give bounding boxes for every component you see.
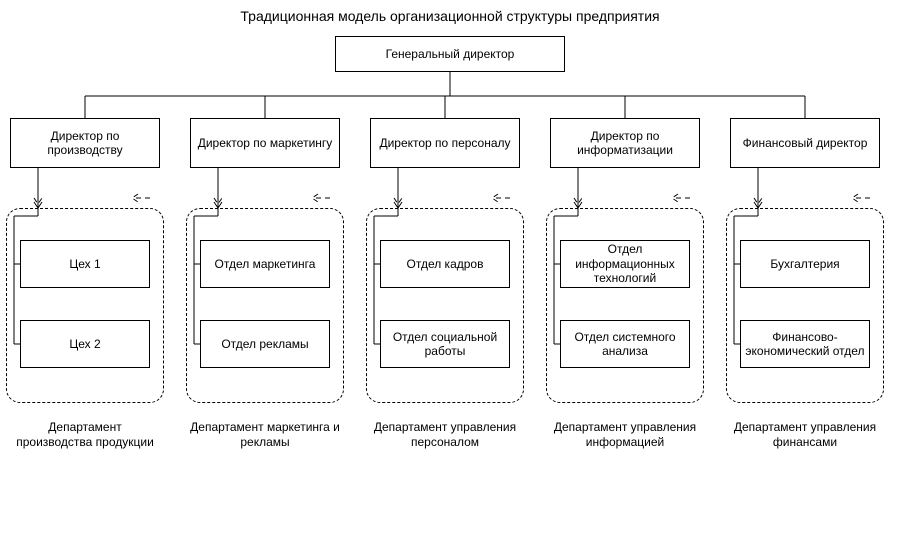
node-unit-1: Цех 2 <box>20 320 150 368</box>
dept-label-0: Департамент производства продукции <box>10 420 160 450</box>
node-director-4: Финансовый директор <box>730 118 880 168</box>
node-root: Генеральный директор <box>335 36 565 72</box>
node-unit-4: Отдел кадров <box>380 240 510 288</box>
node-unit-3: Отдел рекламы <box>200 320 330 368</box>
node-unit-5: Отдел социальной работы <box>380 320 510 368</box>
dept-group-3 <box>546 208 704 403</box>
node-director-0: Директор по производству <box>10 118 160 168</box>
chart-title: Традиционная модель организационной стру… <box>180 8 720 24</box>
dept-group-0 <box>6 208 164 403</box>
dept-group-2 <box>366 208 524 403</box>
dept-group-1 <box>186 208 344 403</box>
node-director-3: Директор по информатизации <box>550 118 700 168</box>
dept-group-4 <box>726 208 884 403</box>
node-director-1: Директор по маркетингу <box>190 118 340 168</box>
node-unit-9: Финансово-экономический отдел <box>740 320 870 368</box>
node-unit-7: Отдел системного анализа <box>560 320 690 368</box>
node-unit-6: Отдел информационных технологий <box>560 240 690 288</box>
node-unit-2: Отдел маркетинга <box>200 240 330 288</box>
org-chart-canvas: Традиционная модель организационной стру… <box>0 0 902 544</box>
node-unit-0: Цех 1 <box>20 240 150 288</box>
dept-label-3: Департамент управления информацией <box>550 420 700 450</box>
node-unit-8: Бухгалтерия <box>740 240 870 288</box>
dept-label-2: Департамент управления персоналом <box>370 420 520 450</box>
dept-label-4: Департамент управления финансами <box>730 420 880 450</box>
node-director-2: Директор по персоналу <box>370 118 520 168</box>
dept-label-1: Департамент маркетинга и рекламы <box>190 420 340 450</box>
